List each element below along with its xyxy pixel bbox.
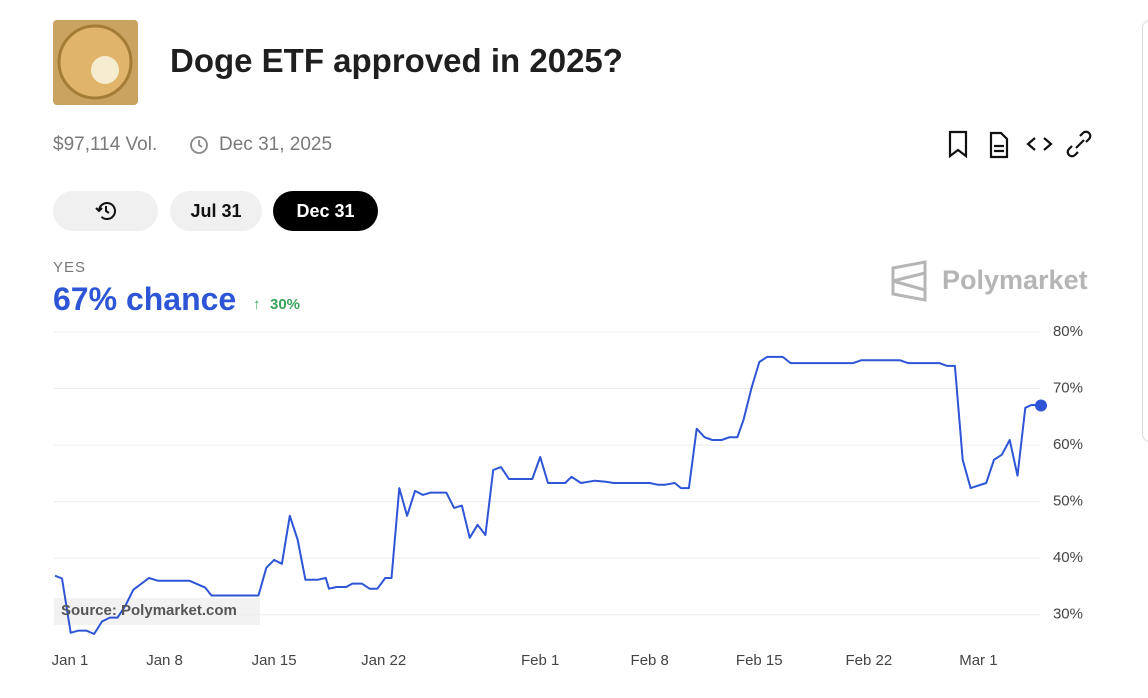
y-tick-label: 50%: [1053, 493, 1083, 510]
x-tick-label: Feb 15: [736, 652, 783, 669]
x-tick-label: Jan 8: [146, 652, 183, 669]
y-tick-label: 30%: [1053, 606, 1083, 623]
change: 30%: [270, 296, 301, 313]
history-tab[interactable]: [53, 191, 158, 231]
date-tab[interactable]: Jul 31: [170, 191, 262, 231]
brand: Polymarket: [942, 265, 1088, 295]
y-tick-label: 70%: [1053, 380, 1083, 397]
market-icon: [53, 20, 138, 105]
x-tick-label: Jan 15: [252, 652, 297, 669]
chance: 67% chance: [53, 281, 237, 317]
embed-button[interactable]: [1026, 137, 1053, 151]
y-tick-label: 60%: [1053, 436, 1083, 453]
price-line: [54, 355, 1042, 635]
x-tick-label: Jan 1: [52, 652, 89, 669]
end-date: Dec 31, 2025: [219, 134, 333, 155]
market-title: Doge ETF approved in 2025?: [170, 42, 623, 79]
clock-icon: [190, 136, 208, 154]
y-tick-label: 40%: [1053, 549, 1083, 566]
source: Source: Polymarket.com: [61, 602, 237, 619]
bookmark-button[interactable]: [948, 130, 968, 159]
up-arrow: ↑: [253, 296, 261, 313]
link-button[interactable]: [1066, 130, 1092, 158]
outcome-label: YES: [53, 259, 87, 276]
x-tick-label: Mar 1: [959, 652, 997, 669]
brand-logo: [891, 260, 927, 302]
action-icons: [948, 130, 1092, 159]
date-tab-active[interactable]: Dec 31: [273, 191, 378, 231]
source-box: [54, 598, 260, 625]
x-tick-label: Feb 22: [845, 652, 892, 669]
document-button[interactable]: [989, 131, 1009, 159]
last-point: [1035, 399, 1047, 412]
volume: $97,114 Vol.: [53, 134, 158, 155]
y-tick-label: 80%: [1053, 323, 1083, 340]
x-tick-label: Feb 1: [521, 652, 559, 669]
x-tick-label: Feb 8: [631, 652, 669, 669]
history-icon: [94, 202, 116, 220]
x-tick-label: Jan 22: [361, 652, 406, 669]
